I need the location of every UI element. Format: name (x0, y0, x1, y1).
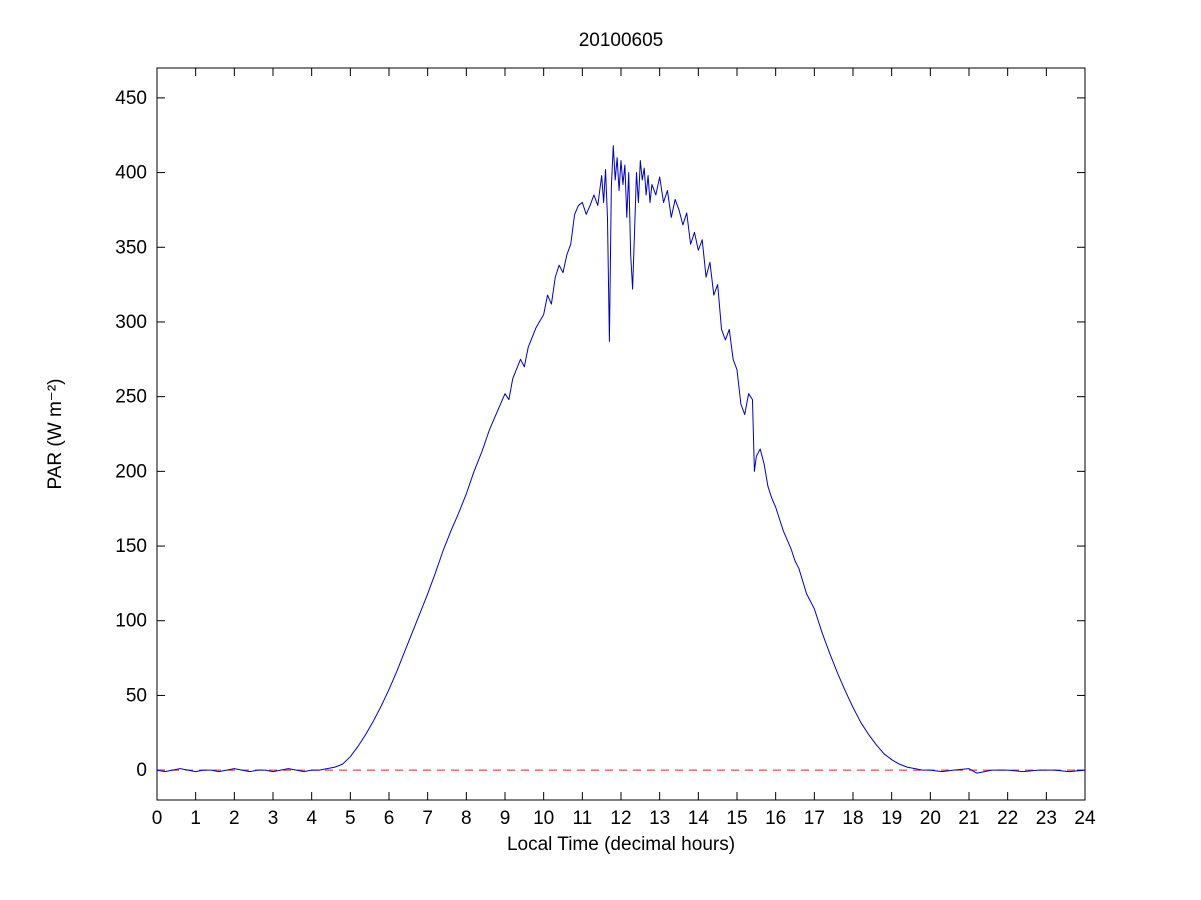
y-tick-label: 0 (136, 760, 147, 781)
chart-title: 20100605 (578, 30, 664, 51)
x-tick-label: 20 (920, 808, 941, 829)
y-tick-label: 350 (115, 237, 147, 258)
x-tick-label: 10 (533, 808, 554, 829)
x-tick-label: 6 (384, 808, 395, 829)
y-tick-label: 50 (126, 685, 147, 706)
y-tick-label: 150 (115, 536, 147, 557)
x-tick-label: 23 (1036, 808, 1057, 829)
x-tick-label: 1 (190, 808, 201, 829)
x-tick-label: 16 (765, 808, 786, 829)
x-tick-label: 13 (649, 808, 670, 829)
y-tick-label: 250 (115, 387, 147, 408)
y-tick-label: 300 (115, 312, 147, 333)
x-tick-label: 24 (1074, 808, 1096, 829)
axis-box (156, 67, 1086, 801)
x-axis-label: Local Time (decimal hours) (506, 834, 736, 855)
x-tick-label: 21 (958, 808, 979, 829)
y-tick-label: 400 (115, 163, 147, 184)
x-tick-label: 9 (500, 808, 511, 829)
x-tick-label: 4 (306, 808, 317, 829)
y-tick-label: 450 (115, 88, 147, 109)
x-tick-label: 19 (881, 808, 902, 829)
x-tick-label: 12 (610, 808, 631, 829)
x-tick-label: 7 (422, 808, 433, 829)
x-tick-label: 18 (842, 808, 863, 829)
x-tick-label: 17 (804, 808, 825, 829)
x-tick-label: 22 (997, 808, 1018, 829)
x-tick-label: 14 (688, 808, 710, 829)
y-tick-label: 100 (115, 611, 147, 632)
y-tick-label: 200 (115, 461, 147, 482)
x-tick-label: 15 (726, 808, 747, 829)
x-tick-label: 8 (461, 808, 472, 829)
x-tick-label: 11 (572, 808, 592, 829)
par-series-line (156, 145, 1086, 774)
x-tick-label: 2 (229, 808, 240, 829)
x-tick-label: 3 (268, 808, 279, 829)
x-tick-label: 0 (152, 808, 163, 829)
x-tick-label: 5 (345, 808, 356, 829)
